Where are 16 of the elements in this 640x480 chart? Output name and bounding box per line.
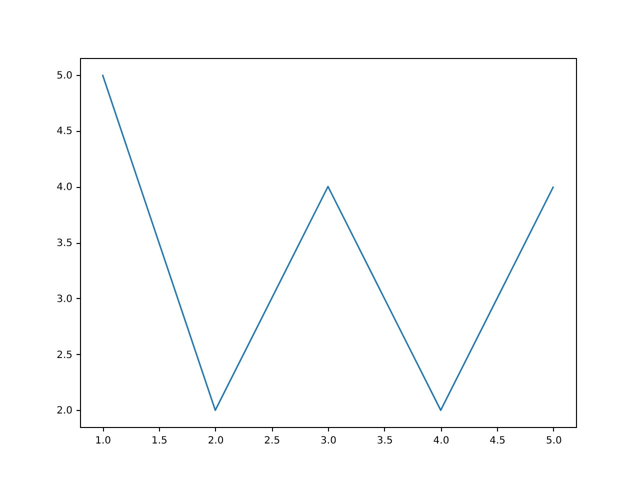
x-tick-label: 3.0 [320,436,336,446]
x-tick-label: 4.0 [433,436,450,446]
y-tick-label: 2.0 [56,406,72,417]
y-tick-label: 5.0 [56,70,72,82]
y-tick-label: 3.5 [56,238,72,249]
x-tick-label: 1.5 [151,436,168,446]
x-tick-label: 2.0 [208,436,224,446]
x-tick-label: 1.0 [95,436,111,446]
x-tick-label: 2.5 [264,436,280,446]
y-tick-label: 2.5 [56,350,72,361]
y-tick-label: 4.0 [56,182,72,194]
y-tick-label: 4.5 [56,126,72,138]
x-tick-label: 4.5 [490,436,506,446]
x-tick-label: 3.5 [376,436,393,446]
x-tick-label: 5.0 [546,436,562,446]
y-tick-label: 3.0 [56,294,72,305]
